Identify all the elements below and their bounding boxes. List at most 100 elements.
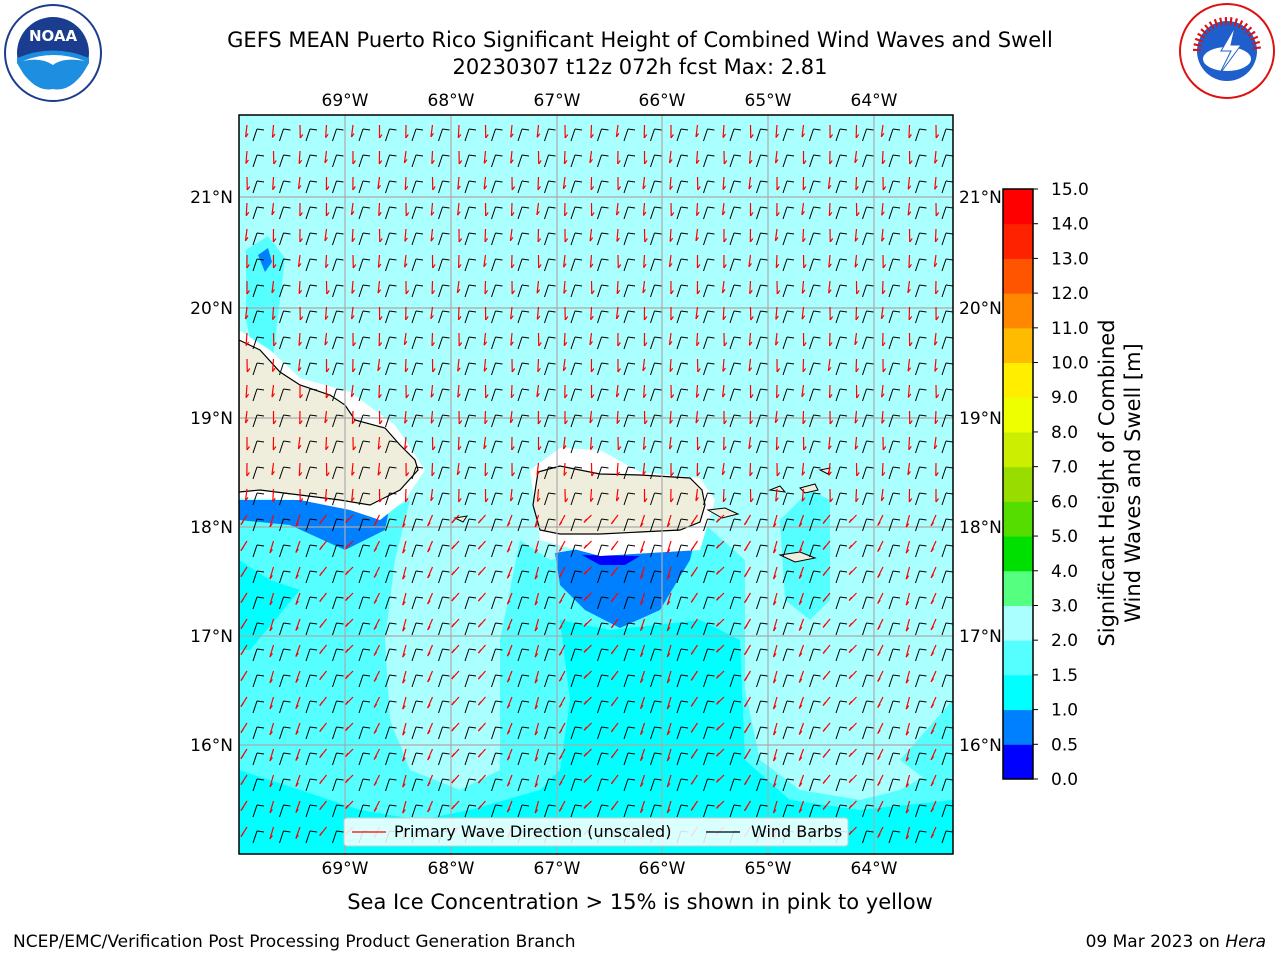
wave-arrow-head (909, 160, 913, 165)
wave-arrow-head (880, 497, 885, 502)
wind-barb-feather (336, 492, 344, 495)
wave-arrow-head (610, 546, 615, 551)
wave-direction-arrow (905, 514, 911, 528)
wave-arrow-head (643, 393, 647, 399)
wave-arrow-head (695, 237, 699, 242)
wind-barb-feather (495, 570, 503, 573)
wind-barb-feather (760, 492, 768, 495)
wind-barb (597, 232, 602, 246)
wind-barb-feather (680, 388, 689, 391)
wind-barb (835, 388, 841, 402)
wind-barb-feather (442, 778, 450, 781)
wave-arrow-head (564, 394, 568, 399)
lon-label-bottom: 66°W (639, 859, 686, 879)
wind-barb (491, 466, 496, 480)
wave-arrow-head (457, 446, 462, 451)
wind-barb-feather (548, 440, 556, 443)
wind-barb-feather (627, 518, 636, 521)
wind-barb (862, 752, 867, 766)
colorbar-tick-label: 14.0 (1051, 215, 1089, 235)
wind-barb (756, 466, 761, 480)
wave-arrow-head (558, 781, 563, 786)
wind-barb-feather (866, 648, 874, 651)
wind-barb-feather (786, 466, 795, 469)
wind-barb (835, 492, 841, 506)
wave-direction-arrow (378, 202, 381, 216)
wave-arrow-head (240, 780, 244, 785)
wave-direction-arrow (854, 150, 858, 163)
wind-barb (544, 414, 549, 428)
wind-barb (570, 700, 576, 714)
wind-barb (491, 388, 496, 402)
wave-arrow-head (828, 289, 832, 294)
wind-barb-feather (760, 232, 768, 235)
wave-direction-arrow (378, 384, 381, 398)
wave-arrow-head (377, 263, 382, 268)
wave-arrow-head (855, 497, 859, 503)
wind-barb-feather (389, 180, 397, 183)
wind-barb (729, 154, 735, 168)
wave-arrow-head (537, 238, 542, 243)
wind-barb (650, 674, 655, 688)
wind-barb-feather (733, 596, 742, 599)
wind-barb-feather (866, 180, 874, 183)
wave-arrow-head (379, 316, 383, 321)
wind-barb-feather (760, 544, 768, 547)
wave-arrow-head (666, 731, 671, 736)
wave-direction-arrow (934, 410, 937, 424)
wind-barb-feather (627, 232, 636, 235)
wind-barb (756, 518, 761, 532)
wave-direction-arrow (696, 202, 699, 216)
wave-arrow-head (643, 316, 648, 321)
wind-barb-feather (786, 362, 795, 365)
wind-barb (809, 804, 814, 818)
wind-barb-feather (627, 674, 636, 677)
wind-barb-feather (813, 154, 821, 157)
wave-arrow-head (640, 522, 644, 528)
wave-arrow-head (930, 808, 935, 813)
wind-barb-feather (389, 622, 397, 625)
wind-barb (623, 310, 629, 324)
wind-barb (544, 310, 549, 324)
wind-barb-feather (786, 752, 795, 755)
wind-barb-feather (442, 492, 450, 495)
wave-arrow-head (644, 498, 648, 503)
lon-label-bottom: 65°W (745, 859, 792, 879)
wind-barb-feather (601, 752, 609, 755)
wind-barb-feather (945, 180, 953, 183)
wind-barb (305, 752, 311, 766)
wave-arrow-head (716, 778, 720, 783)
wave-arrow-head (271, 133, 276, 138)
wind-barb-feather (892, 128, 901, 131)
wind-barb-feather (468, 778, 477, 781)
wind-barb-feather (707, 596, 715, 599)
wind-barb-feather (256, 674, 265, 677)
wind-barb-feather (389, 570, 397, 573)
wave-arrow-head (558, 625, 563, 630)
wind-barb-feather (389, 726, 397, 729)
wind-barb-feather (919, 778, 927, 781)
wind-barb (411, 674, 417, 688)
wave-arrow-head (404, 237, 408, 242)
wave-arrow-head (721, 211, 726, 216)
wave-direction-arrow (431, 462, 434, 476)
wind-barb (888, 284, 894, 298)
wave-arrow-head (295, 808, 299, 813)
wave-arrow-head (854, 419, 859, 424)
wave-arrow-head (506, 652, 511, 657)
wind-barb (358, 466, 364, 480)
wave-arrow-head (697, 446, 701, 451)
wind-barb-feather (733, 258, 742, 261)
wind-barb (279, 648, 284, 662)
wave-direction-arrow (271, 384, 275, 398)
wave-arrow-head (822, 597, 827, 602)
wave-arrow-head (856, 394, 860, 399)
wind-barb-feather (680, 596, 689, 599)
wave-direction-arrow (905, 540, 911, 554)
wind-barb-feather (548, 596, 556, 599)
wind-barb-feather (309, 648, 318, 651)
wind-barb (570, 596, 576, 610)
wind-barb (517, 596, 523, 610)
wave-arrow-head (743, 780, 748, 786)
